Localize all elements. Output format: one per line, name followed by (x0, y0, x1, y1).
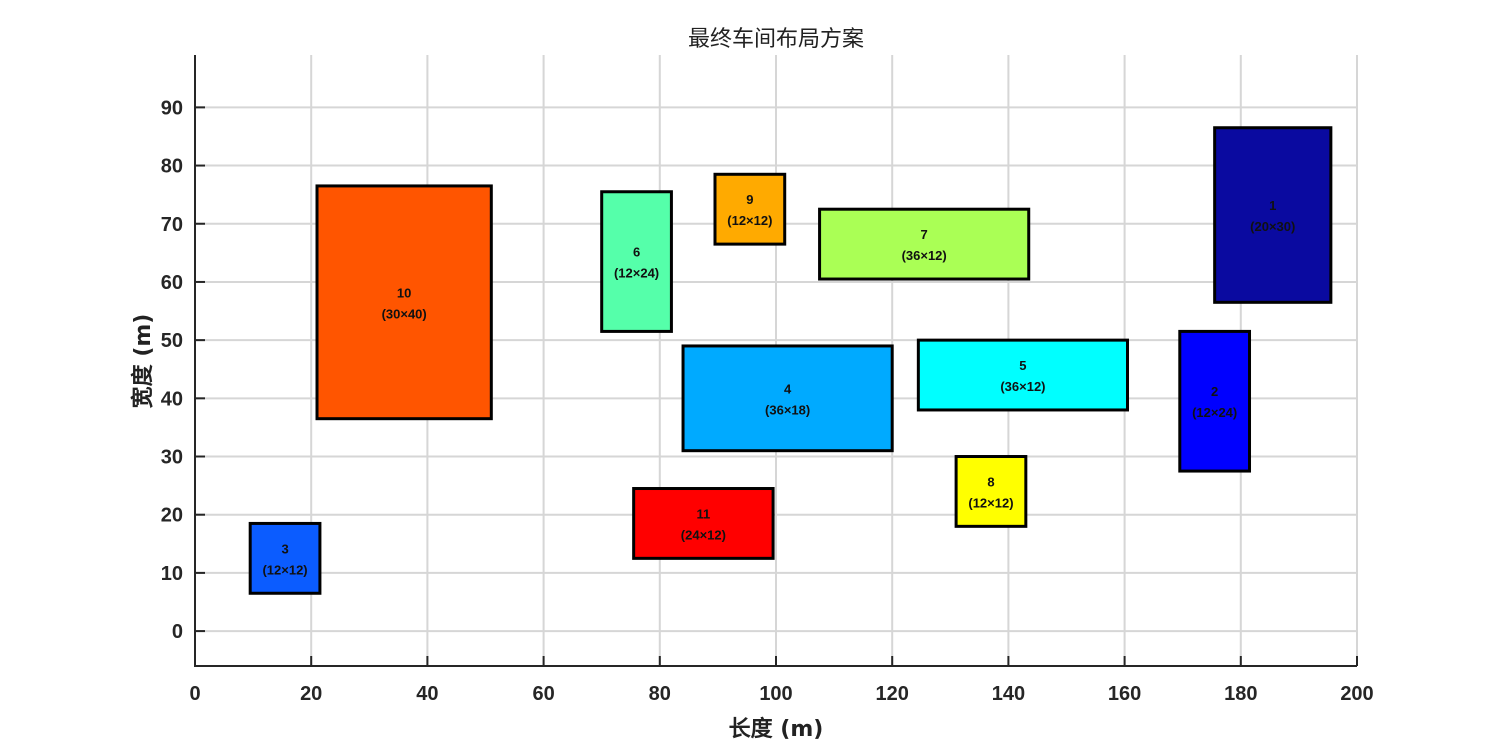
x-tick-label: 0 (189, 683, 200, 705)
y-tick-label: 20 (161, 505, 183, 527)
x-tick-label: 60 (532, 683, 554, 705)
facility-1: 1 (20×30) (1213, 126, 1333, 304)
y-tick-label: 70 (161, 214, 183, 236)
facility-rect (600, 190, 673, 333)
facility-id-label: 8 (987, 474, 994, 489)
facility-rect (315, 184, 493, 421)
x-tick-label: 80 (649, 683, 671, 705)
facility-rect (713, 172, 787, 246)
facility-3: 3 (12×12) (248, 521, 322, 595)
facility-id-label: 4 (784, 381, 792, 396)
y-tick-label: 90 (161, 97, 183, 119)
facility-id-label: 5 (1019, 358, 1026, 373)
facility-id-label: 7 (921, 227, 928, 242)
facility-size-label: (36×12) (902, 248, 947, 263)
facility-size-label: (36×12) (1000, 379, 1045, 394)
y-tick-label: 30 (161, 447, 183, 469)
x-tick-label: 20 (300, 683, 322, 705)
x-tick-label: 120 (876, 683, 909, 705)
x-tick-label: 160 (1108, 683, 1141, 705)
facility-id-label: 2 (1211, 384, 1218, 399)
x-axis-label: 长度 (m) (729, 716, 824, 742)
facility-size-label: (20×30) (1250, 219, 1295, 234)
facility-rect (1178, 329, 1252, 473)
y-tick-label: 0 (172, 621, 183, 643)
facility-size-label: (30×40) (382, 306, 427, 321)
x-tick-label: 200 (1340, 683, 1373, 705)
chart-title: 最终车间布局方案 (688, 27, 864, 52)
facility-id-label: 9 (746, 192, 753, 207)
facility-boxes: 1 (20×30) 2 (12×24) 3 (12×12) 4 (36×18) 5 (36×12)… (248, 126, 1333, 595)
facility-rect (681, 344, 894, 453)
facility-size-label: (24×12) (681, 527, 726, 542)
facility-rect (954, 455, 1028, 528)
y-tick-label: 10 (161, 563, 183, 585)
facility-7: 7 (36×12) (818, 207, 1031, 281)
facility-id-label: 10 (397, 285, 411, 300)
x-tick-label: 180 (1224, 683, 1257, 705)
facility-4: 4 (36×18) (681, 344, 894, 453)
facility-size-label: (12×12) (727, 213, 772, 228)
facility-2: 2 (12×24) (1178, 329, 1252, 473)
x-tick-label: 140 (992, 683, 1025, 705)
facility-10: 10 (30×40) (315, 184, 493, 421)
y-tick-label: 50 (161, 330, 183, 352)
facility-size-label: (36×18) (765, 402, 810, 417)
facility-size-label: (12×12) (968, 495, 1013, 510)
facility-rect (632, 487, 775, 560)
facility-8: 8 (12×12) (954, 455, 1028, 528)
x-tick-label: 40 (416, 683, 438, 705)
facility-size-label: (12×24) (614, 266, 659, 281)
facility-size-label: (12×12) (262, 562, 307, 577)
y-tick-label: 60 (161, 272, 183, 294)
facility-5: 5 (36×12) (916, 338, 1130, 412)
y-axis-label: 宽度 (m) (130, 314, 156, 409)
facility-id-label: 1 (1269, 198, 1276, 213)
facility-11: 11 (24×12) (632, 487, 775, 560)
facility-9: 9 (12×12) (713, 172, 787, 246)
x-tick-label: 100 (759, 683, 792, 705)
facility-rect (248, 521, 322, 595)
grid-lines (194, 55, 1358, 666)
facility-id-label: 6 (633, 245, 640, 260)
y-tick-label: 40 (161, 388, 183, 410)
ticks: 0 20 40 60 80 100 120 140 160 180 2000102030405060… (161, 97, 1374, 705)
facility-id-label: 3 (281, 541, 288, 556)
facility-id-label: 11 (697, 506, 711, 521)
facility-rect (1213, 126, 1333, 304)
y-tick-label: 80 (161, 156, 183, 178)
facility-6: 6 (12×24) (600, 190, 673, 333)
facility-size-label: (12×24) (1192, 405, 1237, 420)
facility-rect (916, 338, 1130, 412)
facility-rect (818, 207, 1031, 281)
